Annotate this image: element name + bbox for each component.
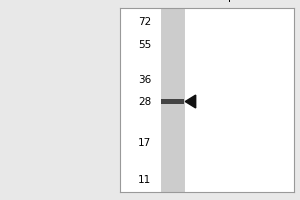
Bar [161, 99, 184, 104]
Text: 28: 28 [138, 97, 151, 107]
Text: 17: 17 [138, 138, 151, 148]
Text: 36: 36 [138, 75, 151, 85]
Text: 72: 72 [138, 17, 151, 27]
Text: 11: 11 [138, 175, 151, 185]
Polygon shape [185, 95, 196, 108]
Text: 55: 55 [138, 40, 151, 50]
Bar [161, 8, 184, 192]
Text: m.spleen: m.spleen [209, 0, 257, 2]
